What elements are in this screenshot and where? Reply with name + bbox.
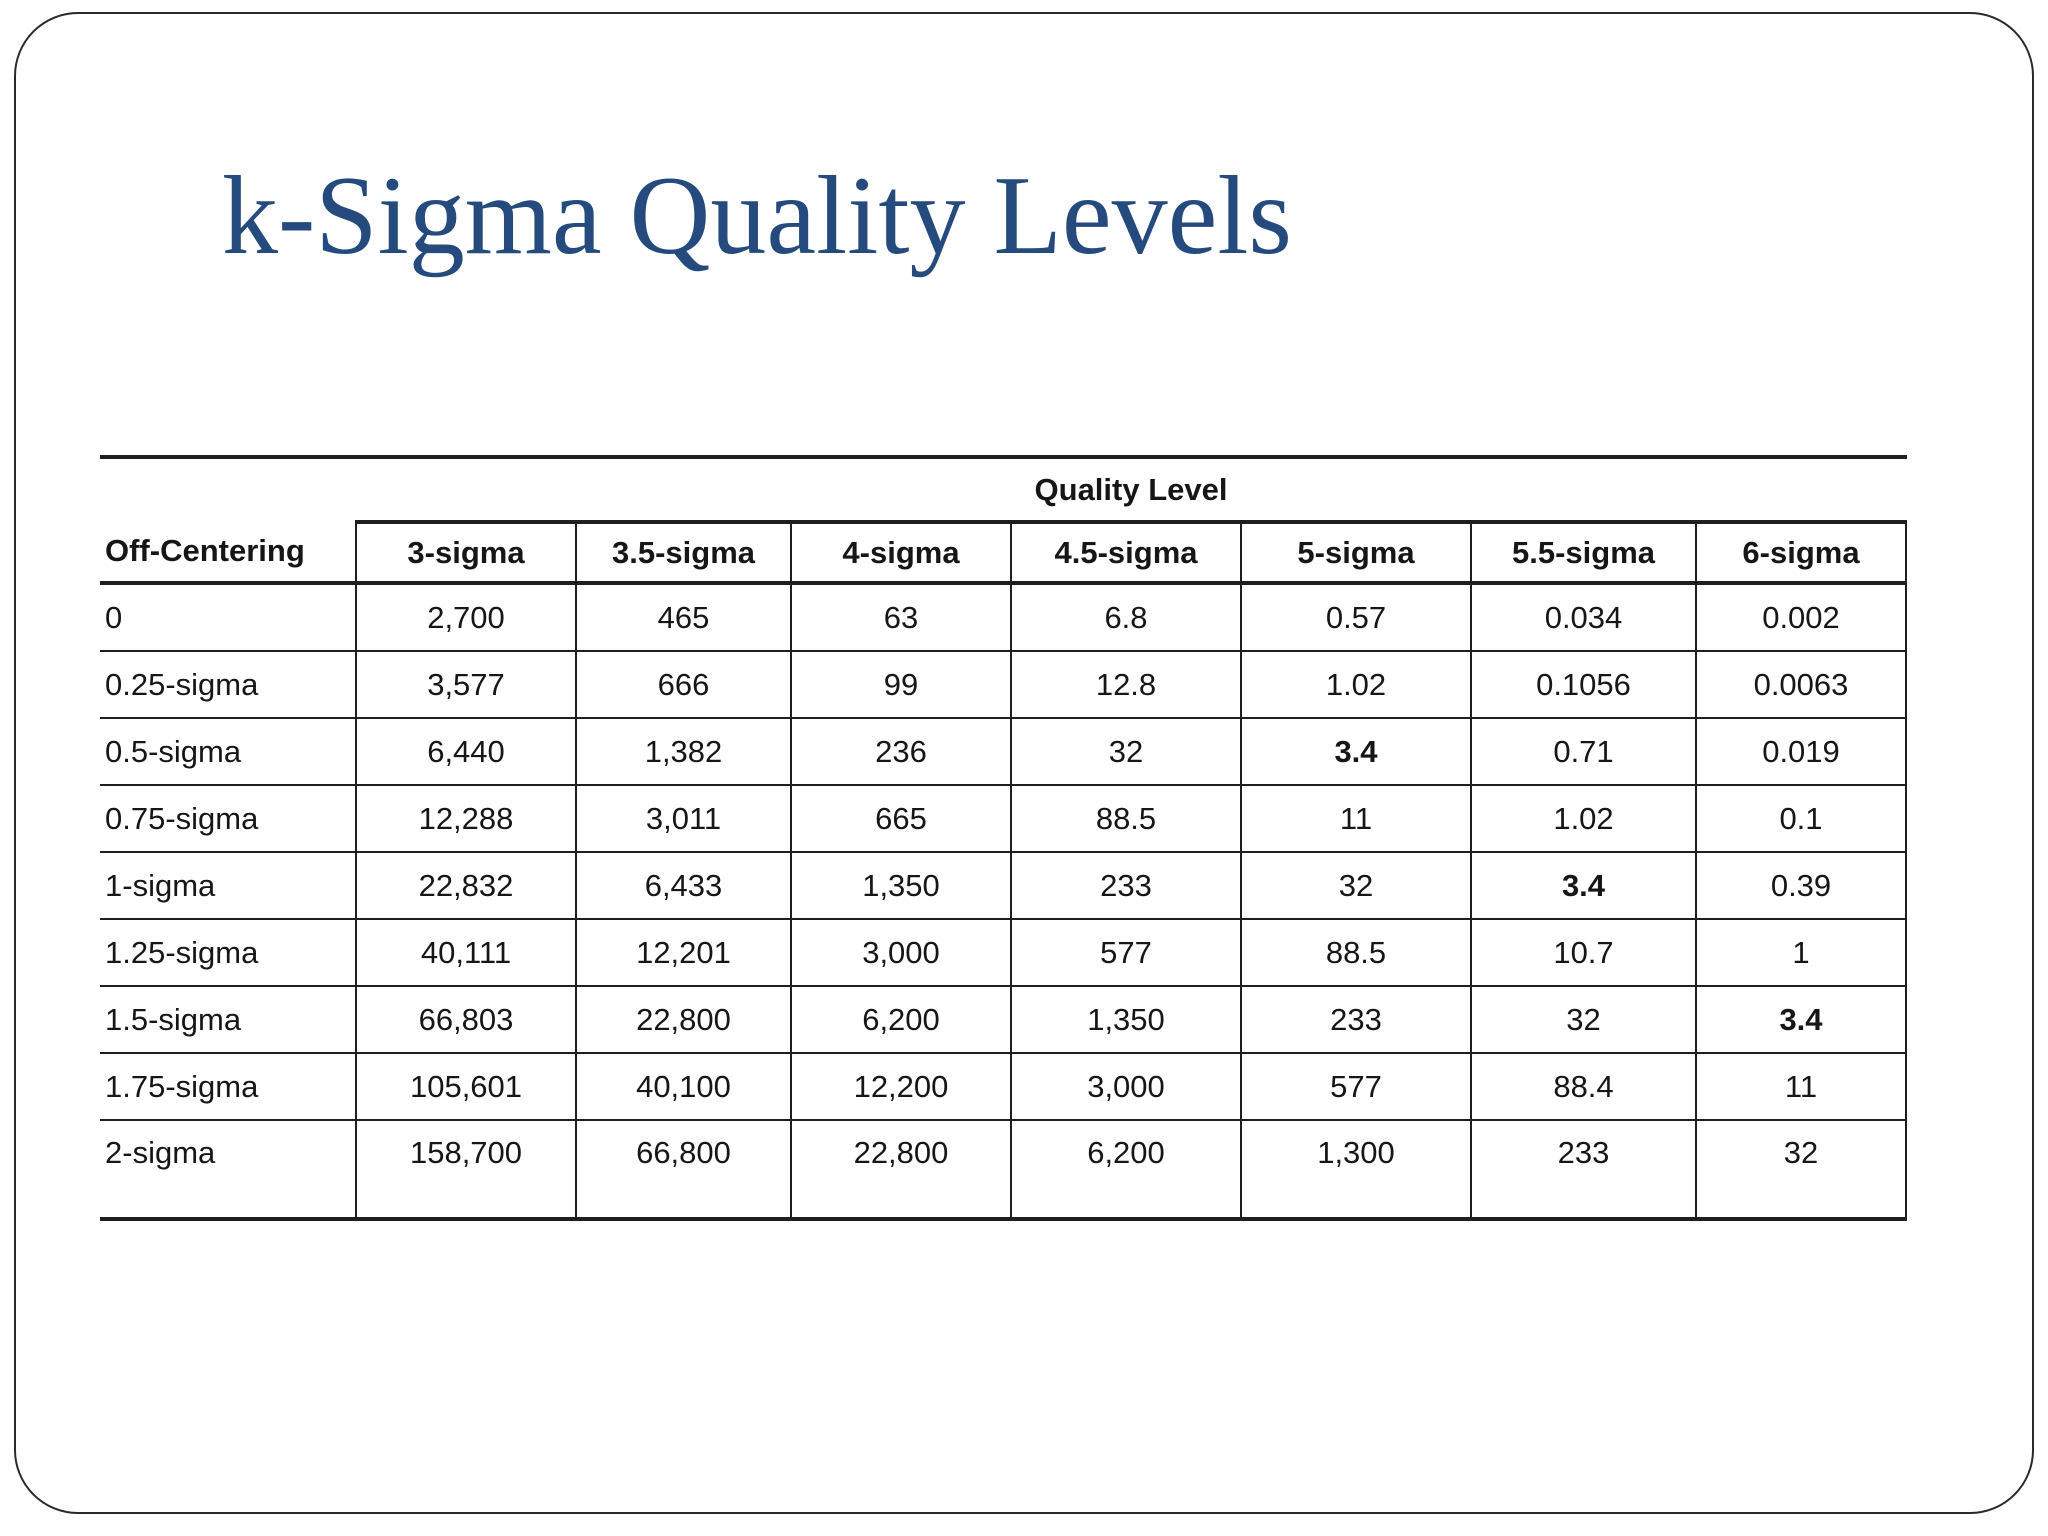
table-cell-emphasized: 3.4: [1240, 719, 1470, 786]
table-cell: 1: [1695, 920, 1907, 987]
group-header-label: Quality Level: [355, 455, 1907, 520]
table-cell: 666: [575, 652, 790, 719]
row-label: 1.75-sigma: [100, 1054, 355, 1121]
row-label: 1.25-sigma: [100, 920, 355, 987]
quality-table: Quality Level Off-Centering 3-sigma 3.5-…: [100, 455, 1907, 1221]
table-cell: 88.5: [1240, 920, 1470, 987]
table-cell: 22,800: [790, 1121, 1010, 1221]
row-label: 0.5-sigma: [100, 719, 355, 786]
table-cell: 2,700: [355, 585, 575, 652]
row-label: 0.25-sigma: [100, 652, 355, 719]
table-cell: 0.71: [1470, 719, 1695, 786]
column-header: 3.5-sigma: [575, 520, 790, 585]
table-cell: 32: [1695, 1121, 1907, 1221]
table-cell: 105,601: [355, 1054, 575, 1121]
table-cell: 22,832: [355, 853, 575, 920]
page-title: k-Sigma Quality Levels: [222, 154, 1293, 278]
table-cell: 0.002: [1695, 585, 1907, 652]
table-cell: 577: [1010, 920, 1240, 987]
table-cell: 0.1056: [1470, 652, 1695, 719]
table-cell: 233: [1470, 1121, 1695, 1221]
table-cell: 1,350: [790, 853, 1010, 920]
table-cell: 32: [1010, 719, 1240, 786]
column-header: 5-sigma: [1240, 520, 1470, 585]
table-cell: 3,577: [355, 652, 575, 719]
table-cell: 577: [1240, 1054, 1470, 1121]
table-cell: 6,200: [1010, 1121, 1240, 1221]
table-cell: 10.7: [1470, 920, 1695, 987]
table-cell: 0.1: [1695, 786, 1907, 853]
table-cell: 665: [790, 786, 1010, 853]
column-header: 6-sigma: [1695, 520, 1907, 585]
column-header: 5.5-sigma: [1470, 520, 1695, 585]
table-cell: 6,200: [790, 987, 1010, 1054]
table-cell-emphasized: 3.4: [1470, 853, 1695, 920]
table-cell: 11: [1695, 1054, 1907, 1121]
row-label: 2-sigma: [100, 1121, 355, 1221]
column-header: Off-Centering: [100, 520, 355, 585]
table-cell: 22,800: [575, 987, 790, 1054]
table-cell: 66,800: [575, 1121, 790, 1221]
table-cell: 99: [790, 652, 1010, 719]
table-cell: 0.019: [1695, 719, 1907, 786]
table-cell: 12,288: [355, 786, 575, 853]
column-header: 4.5-sigma: [1010, 520, 1240, 585]
table-cell: 1,382: [575, 719, 790, 786]
table-cell: 6.8: [1010, 585, 1240, 652]
table-cell: 236: [790, 719, 1010, 786]
table-cell: 11: [1240, 786, 1470, 853]
table-cell: 0.0063: [1695, 652, 1907, 719]
table-cell: 6,440: [355, 719, 575, 786]
table-cell: 12,201: [575, 920, 790, 987]
table-cell: 1.02: [1240, 652, 1470, 719]
table-cell: 3,011: [575, 786, 790, 853]
table-cell: 1.02: [1470, 786, 1695, 853]
table-cell: 66,803: [355, 987, 575, 1054]
slide-border: [14, 12, 2034, 1514]
table-cell: 32: [1470, 987, 1695, 1054]
table-cell: 0.57: [1240, 585, 1470, 652]
table-cell: 233: [1010, 853, 1240, 920]
table-cell: 3,000: [790, 920, 1010, 987]
table-cell: 465: [575, 585, 790, 652]
table-cell: 158,700: [355, 1121, 575, 1221]
table-cell: 40,111: [355, 920, 575, 987]
table-cell: 12.8: [1010, 652, 1240, 719]
table-cell: 233: [1240, 987, 1470, 1054]
row-label: 1-sigma: [100, 853, 355, 920]
table-cell: 12,200: [790, 1054, 1010, 1121]
table-cell: 63: [790, 585, 1010, 652]
column-header: 4-sigma: [790, 520, 1010, 585]
table-cell-emphasized: 3.4: [1695, 987, 1907, 1054]
band-spacer: [100, 455, 355, 520]
table-cell: 1,350: [1010, 987, 1240, 1054]
table-cell: 0.39: [1695, 853, 1907, 920]
row-label: 1.5-sigma: [100, 987, 355, 1054]
table-cell: 88.5: [1010, 786, 1240, 853]
table-cell: 1,300: [1240, 1121, 1470, 1221]
table-cell: 3,000: [1010, 1054, 1240, 1121]
table-cell: 0.034: [1470, 585, 1695, 652]
column-header: 3-sigma: [355, 520, 575, 585]
table-cell: 40,100: [575, 1054, 790, 1121]
row-label: 0: [100, 585, 355, 652]
table-cell: 32: [1240, 853, 1470, 920]
table-cell: 88.4: [1470, 1054, 1695, 1121]
row-label: 0.75-sigma: [100, 786, 355, 853]
table-cell: 6,433: [575, 853, 790, 920]
